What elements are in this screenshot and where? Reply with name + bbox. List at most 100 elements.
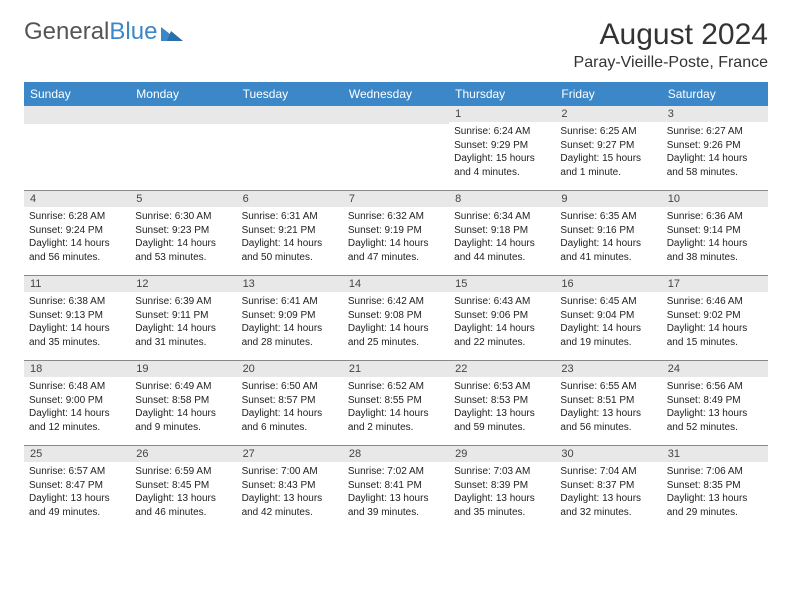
day-info: Sunrise: 6:36 AMSunset: 9:14 PMDaylight:… xyxy=(662,207,768,269)
day-info: Sunrise: 6:49 AMSunset: 8:58 PMDaylight:… xyxy=(130,377,236,439)
calendar-cell: 29Sunrise: 7:03 AMSunset: 8:39 PMDayligh… xyxy=(449,446,555,530)
sunset-text: Sunset: 9:24 PM xyxy=(29,224,125,238)
day-info: Sunrise: 6:43 AMSunset: 9:06 PMDaylight:… xyxy=(449,292,555,354)
sunset-text: Sunset: 9:23 PM xyxy=(135,224,231,238)
day-info: Sunrise: 7:04 AMSunset: 8:37 PMDaylight:… xyxy=(555,462,661,524)
sunrise-text: Sunrise: 6:36 AM xyxy=(667,210,763,224)
day-number: 17 xyxy=(662,276,768,292)
day-info: Sunrise: 6:25 AMSunset: 9:27 PMDaylight:… xyxy=(555,122,661,184)
sunset-text: Sunset: 9:14 PM xyxy=(667,224,763,238)
day-info: Sunrise: 6:55 AMSunset: 8:51 PMDaylight:… xyxy=(555,377,661,439)
calendar-cell: 21Sunrise: 6:52 AMSunset: 8:55 PMDayligh… xyxy=(343,361,449,445)
calendar-week: 18Sunrise: 6:48 AMSunset: 9:00 PMDayligh… xyxy=(24,361,768,446)
day-info: Sunrise: 6:48 AMSunset: 9:00 PMDaylight:… xyxy=(24,377,130,439)
logo-triangle-icon xyxy=(161,23,183,41)
sunrise-text: Sunrise: 6:43 AM xyxy=(454,295,550,309)
calendar-cell: 8Sunrise: 6:34 AMSunset: 9:18 PMDaylight… xyxy=(449,191,555,275)
sunset-text: Sunset: 9:29 PM xyxy=(454,139,550,153)
day-info: Sunrise: 6:41 AMSunset: 9:09 PMDaylight:… xyxy=(237,292,343,354)
sunrise-text: Sunrise: 6:35 AM xyxy=(560,210,656,224)
daylight-text: Daylight: 14 hours and 19 minutes. xyxy=(560,322,656,349)
day-info: Sunrise: 6:59 AMSunset: 8:45 PMDaylight:… xyxy=(130,462,236,524)
day-number: 13 xyxy=(237,276,343,292)
day-header: Saturday xyxy=(662,82,768,106)
daylight-text: Daylight: 14 hours and 9 minutes. xyxy=(135,407,231,434)
day-number: 12 xyxy=(130,276,236,292)
sunrise-text: Sunrise: 7:03 AM xyxy=(454,465,550,479)
daylight-text: Daylight: 14 hours and 28 minutes. xyxy=(242,322,338,349)
calendar-cell: 7Sunrise: 6:32 AMSunset: 9:19 PMDaylight… xyxy=(343,191,449,275)
sunset-text: Sunset: 8:53 PM xyxy=(454,394,550,408)
sunset-text: Sunset: 8:43 PM xyxy=(242,479,338,493)
sunrise-text: Sunrise: 6:31 AM xyxy=(242,210,338,224)
day-number: 6 xyxy=(237,191,343,207)
calendar-cell xyxy=(24,106,130,190)
sunset-text: Sunset: 9:04 PM xyxy=(560,309,656,323)
sunrise-text: Sunrise: 6:56 AM xyxy=(667,380,763,394)
day-number xyxy=(24,106,130,124)
day-number: 1 xyxy=(449,106,555,122)
calendar-cell: 16 Sunrise: 6:45 AMSunset: 9:04 PMDayligh… xyxy=(555,276,661,360)
day-header: Sunday xyxy=(24,82,130,106)
logo-text-1: General xyxy=(24,18,109,46)
sunrise-text: Sunrise: 6:25 AM xyxy=(560,125,656,139)
day-info: Sunrise: 6:38 AMSunset: 9:13 PMDaylight:… xyxy=(24,292,130,354)
sunrise-text: Sunrise: 6:39 AM xyxy=(135,295,231,309)
logo: GeneralBlue xyxy=(24,18,183,46)
daylight-text: Daylight: 13 hours and 42 minutes. xyxy=(242,492,338,519)
calendar-cell: 20Sunrise: 6:50 AMSunset: 8:57 PMDayligh… xyxy=(237,361,343,445)
daylight-text: Daylight: 13 hours and 35 minutes. xyxy=(454,492,550,519)
day-number: 21 xyxy=(343,361,449,377)
calendar-cell: 5Sunrise: 6:30 AMSunset: 9:23 PMDaylight… xyxy=(130,191,236,275)
daylight-text: Daylight: 14 hours and 56 minutes. xyxy=(29,237,125,264)
day-info: Sunrise: 6:30 AMSunset: 9:23 PMDaylight:… xyxy=(130,207,236,269)
day-header: Friday xyxy=(555,82,661,106)
daylight-text: Daylight: 14 hours and 41 minutes. xyxy=(560,237,656,264)
month-title: August 2024 xyxy=(574,18,768,52)
day-number xyxy=(130,106,236,124)
daylight-text: Daylight: 13 hours and 56 minutes. xyxy=(560,407,656,434)
calendar-cell: 4Sunrise: 6:28 AMSunset: 9:24 PMDaylight… xyxy=(24,191,130,275)
calendar-cell: 27Sunrise: 7:00 AMSunset: 8:43 PMDayligh… xyxy=(237,446,343,530)
sunrise-text: Sunrise: 6:57 AM xyxy=(29,465,125,479)
day-number: 9 xyxy=(555,191,661,207)
sunrise-text: Sunrise: 7:04 AM xyxy=(560,465,656,479)
sunrise-text: Sunrise: 7:02 AM xyxy=(348,465,444,479)
sunset-text: Sunset: 8:41 PM xyxy=(348,479,444,493)
sunset-text: Sunset: 8:39 PM xyxy=(454,479,550,493)
calendar-grid: 1Sunrise: 6:24 AMSunset: 9:29 PMDaylight… xyxy=(24,106,768,530)
day-header: Thursday xyxy=(449,82,555,106)
daylight-text: Daylight: 13 hours and 46 minutes. xyxy=(135,492,231,519)
day-number: 8 xyxy=(449,191,555,207)
sunrise-text: Sunrise: 6:32 AM xyxy=(348,210,444,224)
calendar-cell: 22Sunrise: 6:53 AMSunset: 8:53 PMDayligh… xyxy=(449,361,555,445)
day-number: 23 xyxy=(555,361,661,377)
sunrise-text: Sunrise: 6:45 AM xyxy=(560,295,656,309)
sunrise-text: Sunrise: 6:41 AM xyxy=(242,295,338,309)
day-number: 16 xyxy=(555,276,661,292)
calendar-cell: 24Sunrise: 6:56 AMSunset: 8:49 PMDayligh… xyxy=(662,361,768,445)
day-number: 15 xyxy=(449,276,555,292)
day-info: Sunrise: 6:24 AMSunset: 9:29 PMDaylight:… xyxy=(449,122,555,184)
day-number: 28 xyxy=(343,446,449,462)
day-number: 30 xyxy=(555,446,661,462)
sunset-text: Sunset: 9:09 PM xyxy=(242,309,338,323)
calendar-cell: 17Sunrise: 6:46 AMSunset: 9:02 PMDayligh… xyxy=(662,276,768,360)
day-number: 19 xyxy=(130,361,236,377)
daylight-text: Daylight: 13 hours and 49 minutes. xyxy=(29,492,125,519)
calendar-cell: 15Sunrise: 6:43 AMSunset: 9:06 PMDayligh… xyxy=(449,276,555,360)
calendar-cell: 28Sunrise: 7:02 AMSunset: 8:41 PMDayligh… xyxy=(343,446,449,530)
day-number xyxy=(343,106,449,124)
sunset-text: Sunset: 9:11 PM xyxy=(135,309,231,323)
sunrise-text: Sunrise: 6:28 AM xyxy=(29,210,125,224)
sunrise-text: Sunrise: 6:27 AM xyxy=(667,125,763,139)
day-number: 26 xyxy=(130,446,236,462)
day-number: 10 xyxy=(662,191,768,207)
day-header-row: Sunday Monday Tuesday Wednesday Thursday… xyxy=(24,82,768,106)
sunrise-text: Sunrise: 6:48 AM xyxy=(29,380,125,394)
day-info: Sunrise: 6:32 AMSunset: 9:19 PMDaylight:… xyxy=(343,207,449,269)
day-info: Sunrise: 6:57 AMSunset: 8:47 PMDaylight:… xyxy=(24,462,130,524)
daylight-text: Daylight: 13 hours and 59 minutes. xyxy=(454,407,550,434)
daylight-text: Daylight: 14 hours and 47 minutes. xyxy=(348,237,444,264)
calendar-cell: 18Sunrise: 6:48 AMSunset: 9:00 PMDayligh… xyxy=(24,361,130,445)
